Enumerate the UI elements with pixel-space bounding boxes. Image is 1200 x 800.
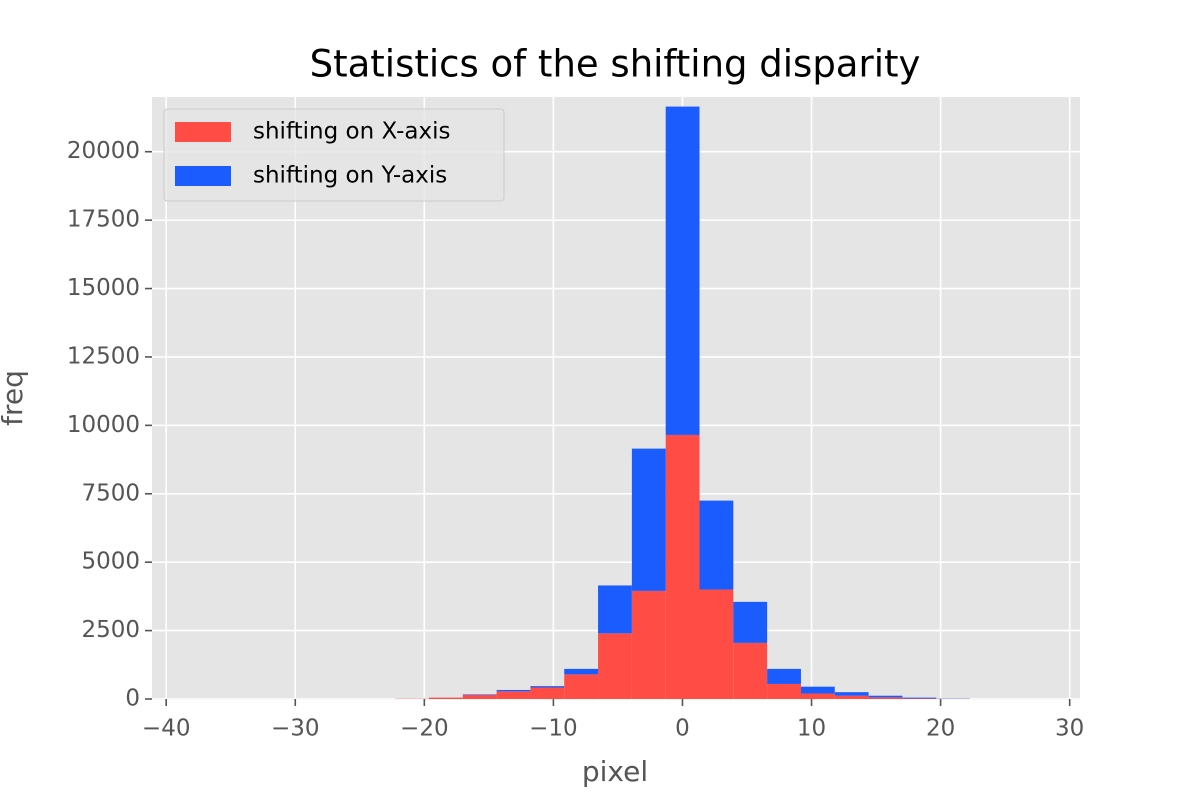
- bar: [733, 601, 768, 643]
- x-tick-label: 30: [1055, 716, 1084, 742]
- chart-title: Statistics of the shifting disparity: [310, 43, 921, 86]
- bar: [800, 686, 835, 694]
- bar: [800, 693, 835, 699]
- bar: [496, 689, 531, 692]
- bar: [767, 668, 801, 684]
- x-tick-label: −40: [142, 716, 191, 742]
- bar: [767, 683, 801, 699]
- legend-box: [163, 108, 505, 202]
- x-axis-label: pixel: [582, 755, 648, 788]
- x-tick-label: −30: [271, 716, 320, 742]
- bar: [462, 694, 497, 699]
- bar: [699, 589, 734, 699]
- y-tick-label: 2500: [81, 617, 140, 643]
- x-tick-label: −20: [400, 716, 449, 742]
- bar: [530, 686, 565, 688]
- bar: [631, 448, 666, 591]
- y-tick-label: 10000: [67, 412, 140, 438]
- y-tick-label: 7500: [81, 480, 140, 506]
- bar: [733, 642, 768, 699]
- legend: shifting on X-axis shifting on Y-axis: [163, 108, 505, 202]
- legend-swatch: [175, 166, 231, 186]
- y-tick-label: 12500: [67, 343, 140, 369]
- bar: [868, 695, 903, 698]
- bars: [395, 106, 971, 699]
- bar: [462, 694, 497, 695]
- legend-swatch: [175, 122, 231, 142]
- bar: [564, 674, 599, 699]
- y-tick-label: 15000: [67, 275, 140, 301]
- bar: [598, 633, 632, 699]
- bar: [598, 585, 632, 634]
- bar: [496, 691, 531, 699]
- bar: [428, 697, 463, 699]
- y-axis-label: freq: [0, 370, 29, 426]
- bar: [902, 697, 937, 699]
- legend-label: shifting on Y-axis: [253, 163, 447, 189]
- x-tick-label: −10: [529, 716, 578, 742]
- y-tick-label: 5000: [81, 549, 140, 575]
- y-tick-label: 20000: [67, 138, 140, 164]
- bar: [699, 500, 734, 590]
- bar: [834, 692, 869, 696]
- bar: [631, 590, 666, 699]
- bar: [868, 697, 903, 699]
- bar: [902, 698, 937, 699]
- x-tick-label: 10: [797, 716, 826, 742]
- x-tick-label: 0: [675, 716, 690, 742]
- bar: [665, 434, 700, 699]
- x-tick-label: 20: [926, 716, 955, 742]
- bar: [530, 687, 565, 699]
- bar: [665, 106, 700, 435]
- bar: [834, 695, 869, 699]
- legend-label: shifting on X-axis: [253, 119, 451, 145]
- y-tick-label: 0: [125, 686, 140, 712]
- y-tick-label: 17500: [67, 207, 140, 233]
- bar: [564, 668, 599, 675]
